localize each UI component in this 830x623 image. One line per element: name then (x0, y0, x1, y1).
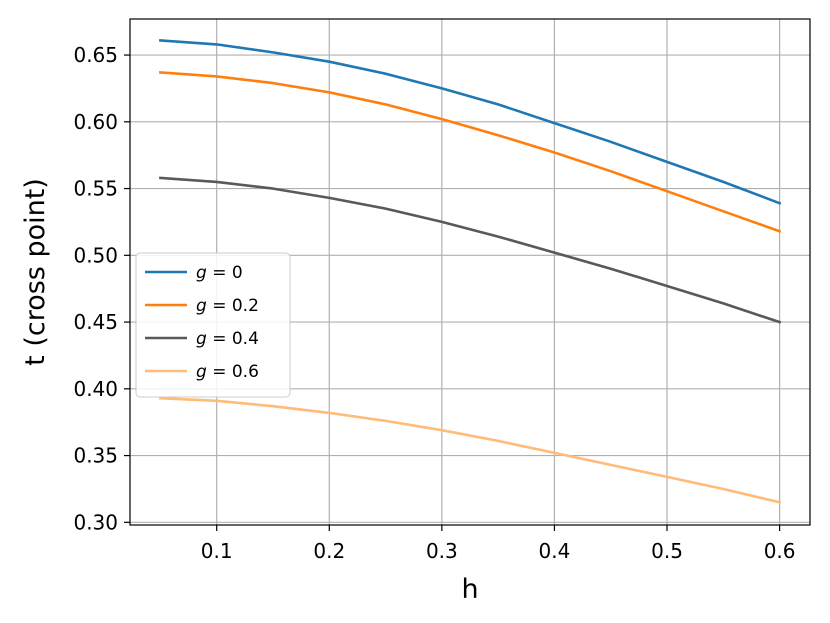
y-tick-label: 0.40 (73, 377, 118, 401)
y-tick-label: 0.65 (73, 43, 118, 67)
legend-label-variable: g (196, 296, 207, 316)
x-tick-label: 0.3 (426, 539, 458, 563)
legend-label-value: = 0 (207, 263, 243, 283)
series-line-2 (159, 176, 782, 324)
legend-label: g = 0.4 (196, 329, 259, 349)
x-tick-label: 0.2 (313, 539, 345, 563)
x-tick-label: 0.1 (201, 539, 233, 563)
legend-label-value: = 0.6 (207, 362, 259, 382)
y-tick-label: 0.35 (73, 444, 118, 468)
x-tick-label: 0.6 (764, 539, 796, 563)
legend-label-value: = 0.4 (207, 329, 259, 349)
legend-box (135, 252, 291, 398)
series-line-1 (159, 71, 782, 233)
y-tick-label: 0.55 (73, 177, 118, 201)
axis-ticks: 0.1 0.2 0.3 0.4 0.5 0.6 0.30 0.35 0.40 0.45 0.50 0.… (73, 43, 795, 563)
legend-label-value: = 0.2 (207, 296, 259, 316)
legend-label-variable: g (196, 263, 207, 283)
y-axis-label: t (cross point) (20, 178, 51, 366)
legend-label: g = 0.2 (196, 296, 259, 316)
series-line-3 (159, 396, 782, 504)
legend-label-variable: g (196, 362, 207, 382)
y-tick-label: 0.45 (73, 310, 118, 334)
y-tick-label: 0.60 (73, 110, 118, 134)
x-tick-label: 0.4 (539, 539, 571, 563)
legend-label: g = 0.6 (196, 362, 259, 382)
x-axis-label: h (461, 574, 478, 605)
legend-label-variable: g (196, 329, 207, 349)
legend: g = 0g = 0.2g = 0.4g = 0.6 (135, 252, 291, 398)
x-tick-label: 0.5 (651, 539, 683, 563)
series-lines (159, 39, 782, 504)
y-tick-label: 0.30 (73, 510, 118, 534)
plot-frame (129, 18, 811, 526)
series-line-0 (159, 39, 782, 205)
legend-label: g = 0 (196, 263, 243, 283)
y-tick-label: 0.50 (73, 243, 118, 267)
